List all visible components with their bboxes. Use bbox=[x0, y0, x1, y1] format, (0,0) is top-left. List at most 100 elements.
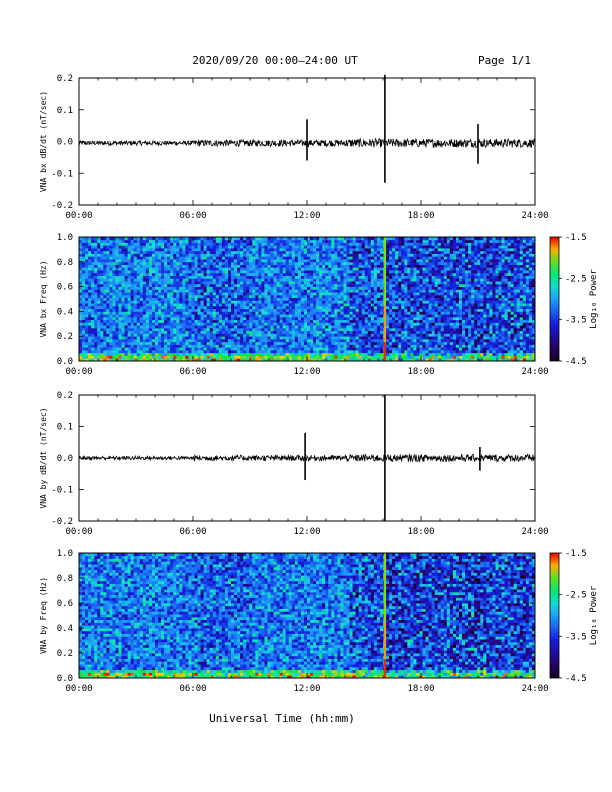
spectrogram-cell bbox=[285, 344, 290, 348]
spectrogram-cell bbox=[203, 311, 208, 315]
spectrogram-cell bbox=[188, 300, 192, 304]
spectrogram-cell bbox=[258, 248, 262, 252]
spectrogram-cell bbox=[352, 355, 357, 359]
spectrogram-cell bbox=[203, 316, 208, 321]
spectrogram-cell bbox=[325, 237, 329, 241]
spectrogram-cell bbox=[227, 303, 232, 307]
spectrogram-cell bbox=[389, 267, 393, 271]
spectrogram-cell bbox=[103, 336, 107, 340]
spectrogram-cell bbox=[297, 239, 302, 243]
spectrogram-cell bbox=[97, 352, 101, 356]
spectrogram-cell bbox=[127, 270, 132, 274]
spectrogram-cell bbox=[270, 303, 274, 307]
spectrogram-cell bbox=[82, 283, 86, 287]
x-tick-label: 00:00 bbox=[65, 211, 92, 221]
spectrogram-cell bbox=[231, 250, 235, 254]
spectrogram-cell bbox=[170, 278, 174, 282]
spectrogram-cell bbox=[361, 338, 366, 343]
spectrogram-cell bbox=[97, 281, 101, 285]
spectrogram-cell bbox=[170, 325, 174, 329]
spectrogram-cell bbox=[151, 275, 156, 279]
spectrogram-cell bbox=[88, 305, 92, 310]
spectrogram-cell bbox=[395, 256, 399, 260]
spectrogram-cell bbox=[188, 349, 192, 354]
spectrogram-cell bbox=[316, 338, 320, 343]
spectrogram-cell bbox=[167, 303, 171, 307]
spectrogram-cell bbox=[300, 289, 305, 293]
spectrogram-cell bbox=[370, 322, 375, 326]
spectrogram-cell bbox=[307, 289, 311, 293]
spectrogram-cell bbox=[161, 338, 165, 343]
spectrogram-cell bbox=[322, 270, 326, 274]
spectrogram-cell bbox=[267, 242, 271, 246]
spectrogram-cell bbox=[82, 325, 86, 329]
spectrogram-cell bbox=[297, 297, 302, 301]
spectrogram-cell bbox=[133, 292, 138, 296]
spectrogram-cell bbox=[322, 239, 326, 243]
spectrogram-cell bbox=[303, 319, 308, 323]
spectrogram-cell bbox=[376, 281, 381, 285]
spectrogram-cell bbox=[155, 292, 159, 296]
spectrogram-cell bbox=[316, 305, 320, 310]
spectrogram-cell bbox=[234, 322, 238, 326]
spectrogram-cell bbox=[367, 275, 372, 279]
spectrogram-cell bbox=[203, 242, 208, 246]
spectrogram-cell bbox=[310, 264, 314, 268]
spectrogram-cell bbox=[243, 297, 247, 301]
spectrogram-cell bbox=[370, 349, 375, 354]
spectrogram-cell bbox=[133, 327, 138, 332]
spectrogram-cell bbox=[282, 303, 287, 307]
spectrogram-cell bbox=[215, 311, 220, 315]
spectrogram-cell bbox=[139, 341, 144, 345]
spectrogram-cell bbox=[282, 237, 287, 241]
spectrogram-cell bbox=[231, 314, 235, 318]
spectrogram-cell bbox=[221, 355, 226, 359]
y-tick-label: 0.2 bbox=[57, 74, 73, 84]
spectrogram-cell bbox=[145, 292, 150, 296]
spectrogram-cell bbox=[328, 289, 332, 293]
spectrogram-cell bbox=[139, 270, 144, 274]
spectrogram-cell bbox=[173, 259, 177, 263]
spectrogram-cell bbox=[118, 316, 122, 321]
spectrogram-cell bbox=[297, 344, 302, 348]
spectrogram-cell bbox=[276, 278, 281, 282]
spectrogram-cell bbox=[346, 303, 350, 307]
spectrogram-cell bbox=[307, 358, 311, 362]
spectrogram-cell bbox=[179, 259, 183, 263]
spectrogram-cell bbox=[197, 316, 201, 321]
spectrogram-cell bbox=[249, 283, 253, 287]
spectrogram-cell bbox=[367, 319, 372, 323]
spectrogram-cell bbox=[325, 278, 329, 282]
spectrogram-cell bbox=[91, 333, 95, 337]
spectrogram-cell bbox=[367, 333, 372, 337]
spectrogram-cell bbox=[270, 270, 274, 274]
spectrogram-cell bbox=[130, 245, 135, 249]
spectrogram-cell bbox=[282, 250, 287, 254]
spectrogram-cell bbox=[148, 336, 153, 340]
spectrogram-cell bbox=[158, 278, 162, 282]
spectrogram-cell bbox=[221, 294, 226, 299]
spectrogram-cell bbox=[252, 256, 256, 260]
spectrogram-cell bbox=[300, 253, 305, 257]
spectrogram-cell bbox=[188, 347, 192, 351]
spectrogram-cell bbox=[176, 338, 180, 343]
spectrogram-cell bbox=[151, 292, 156, 296]
spectrogram-cell bbox=[373, 336, 378, 340]
spectrogram-cell bbox=[218, 349, 223, 354]
spectrogram-cell bbox=[94, 314, 98, 318]
spectrogram-cell bbox=[358, 239, 363, 243]
spectrogram-cell bbox=[191, 253, 195, 257]
spectrogram-cell bbox=[118, 245, 122, 249]
spectrogram-cell bbox=[164, 292, 168, 296]
spectrogram-cell bbox=[79, 327, 83, 332]
spectrogram-cell bbox=[136, 267, 141, 271]
spectrogram-cell bbox=[182, 347, 186, 351]
spectrogram-cell bbox=[82, 286, 86, 290]
spectrogram-cell bbox=[130, 259, 135, 263]
spectrogram-cell bbox=[161, 242, 165, 246]
spectrogram-cell bbox=[352, 248, 357, 252]
spectrogram-cell bbox=[237, 239, 241, 243]
spectrogram-cell bbox=[288, 253, 293, 257]
spectrogram-cell bbox=[398, 358, 402, 362]
spectrogram-cell bbox=[343, 275, 347, 279]
